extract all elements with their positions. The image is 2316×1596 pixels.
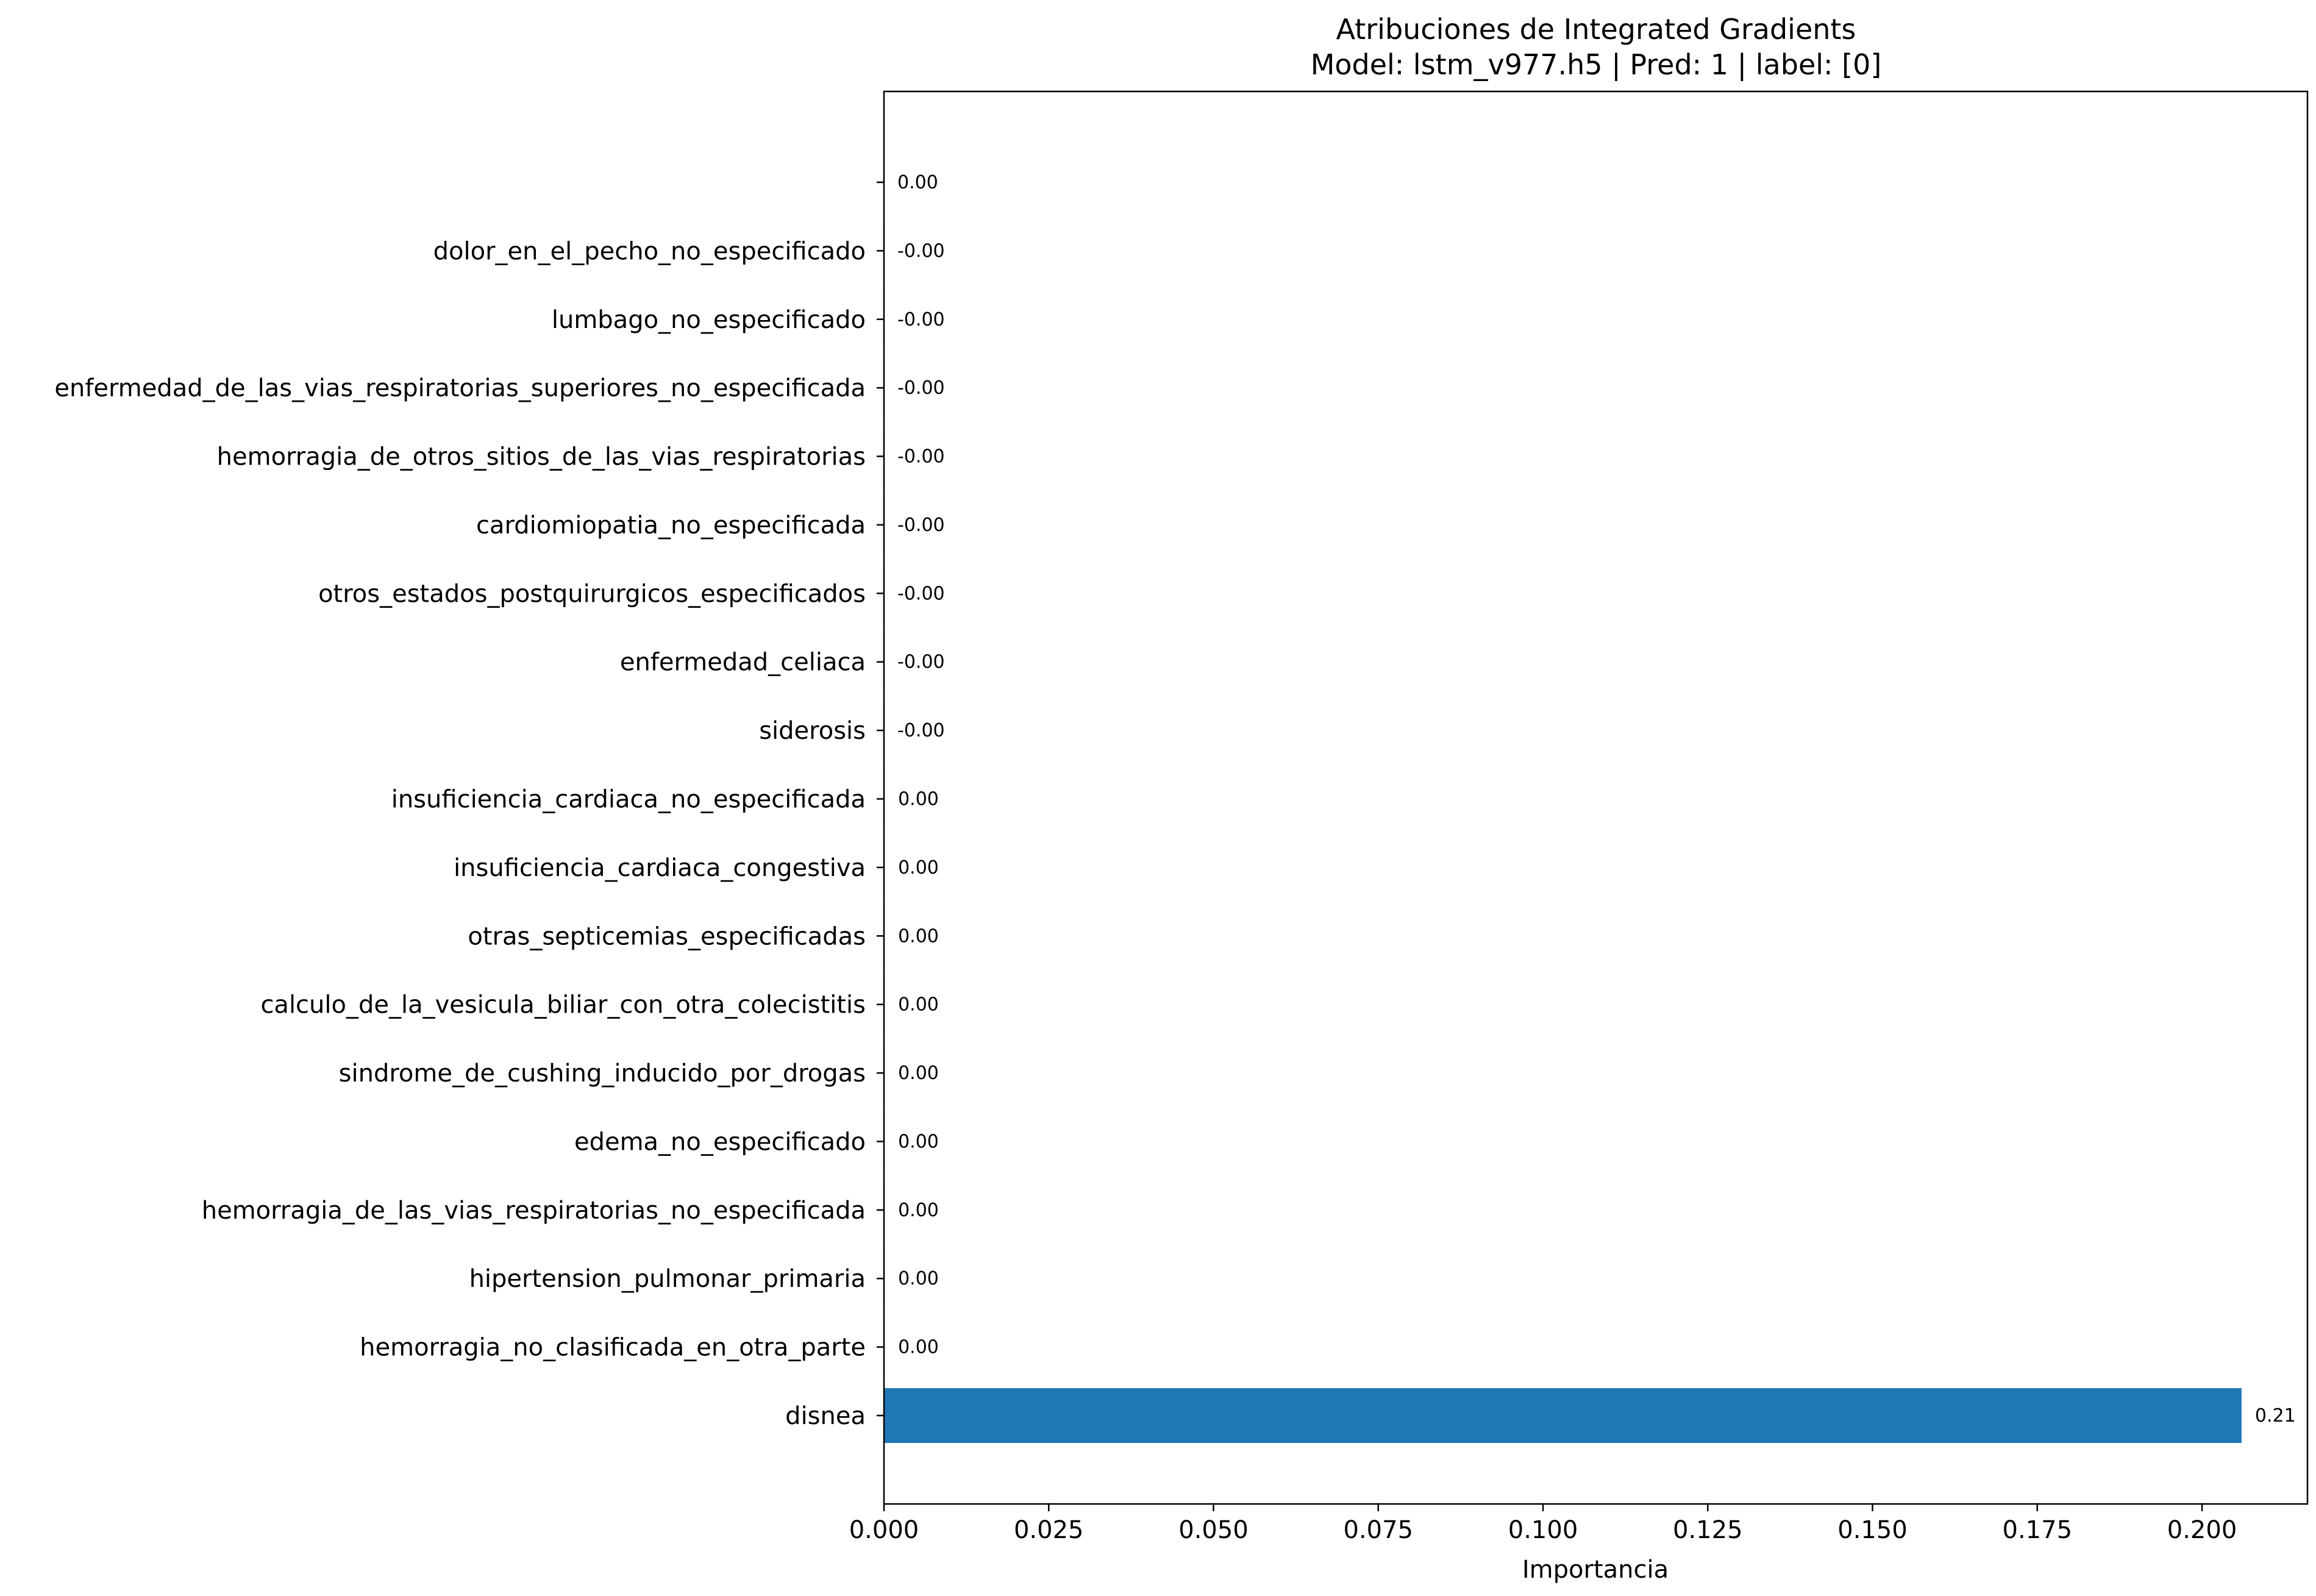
plot-frame: [883, 90, 2309, 1505]
value-label: -0.00: [897, 446, 945, 468]
x-tick-label: 0.175: [2003, 1516, 2073, 1544]
x-tick-label: 0.075: [1344, 1516, 1414, 1544]
value-label: 0.00: [898, 857, 939, 878]
value-label: 0.00: [898, 789, 939, 810]
y-tick-label: sindrome_de_cushing_inducido_por_drogas: [339, 1060, 866, 1088]
value-label: 0.00: [898, 1063, 939, 1084]
y-tick-label: hemorragia_de_otros_sitios_de_las_vias_r…: [217, 443, 866, 471]
chart-title-line2: Model: lstm_v977.h5 | Pred: 1 | label: […: [1311, 48, 1882, 82]
x-tick-label: 0.125: [1673, 1516, 1743, 1544]
y-tick-label: enfermedad_celiaca: [620, 649, 866, 677]
value-label: -0.00: [897, 515, 945, 536]
y-tick-label: dolor_en_el_pecho_no_especificado: [433, 237, 866, 265]
value-label: 0.00: [898, 925, 939, 947]
y-tick-label: siderosis: [759, 717, 866, 745]
value-label: -0.00: [897, 652, 945, 673]
y-tick-label: otros_estados_postquirurgicos_especifica…: [318, 580, 866, 608]
y-tick-label: otras_septicemias_especificadas: [468, 922, 866, 950]
value-label: -0.00: [897, 583, 945, 604]
value-label: -0.00: [897, 720, 945, 741]
y-tick-label: disnea: [785, 1402, 866, 1430]
y-tick-label: hemorragia_de_las_vias_respiratorias_no_…: [202, 1197, 866, 1225]
x-tick-label: 0.025: [1014, 1516, 1084, 1544]
plot-area: disnea 0.21 hemorragia_no_clasificada_en_o…: [54, 172, 2295, 1544]
value-label: -0.00: [897, 377, 945, 399]
y-tick-label: calculo_de_la_vesicula_biliar_con_otra_c…: [260, 991, 866, 1019]
value-label: 0.00: [898, 1337, 939, 1358]
y-tick-label: insuficiencia_cardiaca_congestiva: [454, 854, 866, 882]
value-label: 0.00: [898, 1131, 939, 1152]
y-tick-label: edema_no_especificado: [574, 1128, 866, 1156]
y-tick-label: insuficiencia_cardiaca_no_especificada: [391, 786, 866, 814]
value-label: 0.00: [898, 1268, 939, 1289]
x-tick-label: 0.100: [1508, 1516, 1578, 1544]
value-label: -0.00: [897, 309, 945, 330]
value-label: 0.00: [898, 994, 939, 1016]
y-tick-label: lumbago_no_especificado: [552, 306, 866, 334]
value-label: 0.00: [897, 172, 938, 193]
x-tick-label: 0.200: [2167, 1516, 2237, 1544]
x-tick-label: 0.050: [1178, 1516, 1249, 1544]
chart-title-line1: Atribuciones de Integrated Gradients: [1336, 13, 1856, 46]
value-label: -0.00: [897, 240, 945, 262]
value-label: 0.21: [2255, 1405, 2296, 1427]
x-tick-label: 0.150: [1837, 1516, 1908, 1544]
x-axis-label: Importancia: [1522, 1556, 1669, 1584]
value-label: 0.00: [898, 1200, 939, 1221]
bar: [884, 1388, 2242, 1443]
y-tick-label: cardiomiopatia_no_especificada: [476, 511, 866, 540]
y-tick-label: enfermedad_de_las_vias_respiratorias_sup…: [54, 374, 866, 402]
y-tick-label: hemorragia_no_clasificada_en_otra_parte: [360, 1334, 866, 1362]
x-tick-label: 0.000: [849, 1516, 919, 1544]
y-tick-label: hipertension_pulmonar_primaria: [469, 1265, 866, 1293]
